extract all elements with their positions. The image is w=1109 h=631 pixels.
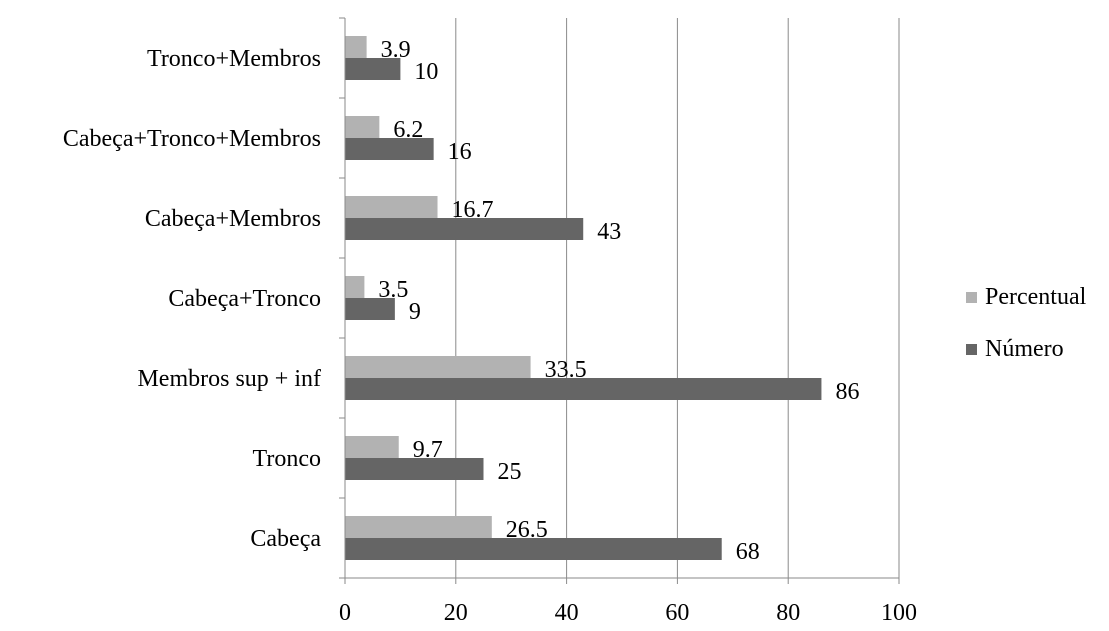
category-label-3: Cabeça+Tronco xyxy=(168,286,321,312)
category-label-4: Membros sup + inf xyxy=(137,366,321,392)
category-label-2: Cabeça+Membros xyxy=(145,206,321,232)
bar-percentual-0 xyxy=(345,36,367,58)
bars xyxy=(345,36,822,560)
data-label-percentual-5: 9.7 xyxy=(413,437,443,463)
axes xyxy=(339,17,900,584)
legend-swatch-1 xyxy=(966,344,977,355)
bar-percentual-1 xyxy=(345,116,380,138)
x-tick-label-1: 20 xyxy=(444,600,468,626)
x-tick-label-0: 0 xyxy=(339,600,351,626)
data-label-percentual-4: 33.5 xyxy=(545,357,587,383)
x-tick-label-4: 80 xyxy=(776,600,800,626)
bar-numero-1 xyxy=(345,138,434,160)
legend-label-0: Percentual xyxy=(985,284,1087,310)
gridlines xyxy=(455,18,900,578)
bar-percentual-6 xyxy=(345,516,492,538)
x-tick-labels: 0 20 40 60 80 100 xyxy=(339,600,917,626)
bar-numero-5 xyxy=(345,458,484,480)
bar-percentual-3 xyxy=(345,276,365,298)
data-labels: 3.910 6.2 16 16.7 43 3.59 33.5 86 9.7 25 26.5 68 xyxy=(378,37,859,565)
x-tick-label-2: 40 xyxy=(555,600,579,626)
data-label-percentual-2: 16.7 xyxy=(452,197,494,223)
data-label-percentual-6: 26.5 xyxy=(506,517,548,543)
data-label-numero-5: 25 xyxy=(498,459,522,485)
category-label-1: Cabeça+Tronco+Membros xyxy=(63,126,321,152)
bar-numero-6 xyxy=(345,538,722,560)
data-label-percentual-1: 6.2 xyxy=(393,117,423,143)
bar-numero-4 xyxy=(345,378,822,400)
data-label-numero-4: 86 xyxy=(835,379,859,405)
data-label-numero-2: 43 xyxy=(597,219,621,245)
legend-swatch-0 xyxy=(966,292,977,303)
x-tick-label-3: 60 xyxy=(665,600,689,626)
legend-label-1: Número xyxy=(985,336,1064,362)
x-tick-label-5: 100 xyxy=(881,600,917,626)
legend: Percentual Número xyxy=(966,284,1087,362)
data-label-numero-0: 10 xyxy=(414,59,438,85)
data-label-percentual-3: 3.5 xyxy=(378,277,408,303)
category-label-6: Cabeça xyxy=(250,526,321,552)
bar-percentual-2 xyxy=(345,196,438,218)
data-label-numero-6: 68 xyxy=(736,539,760,565)
data-label-percentual-0: 3.9 xyxy=(381,37,411,63)
bar-numero-2 xyxy=(345,218,584,240)
bar-percentual-4 xyxy=(345,356,531,378)
bar-percentual-5 xyxy=(345,436,399,458)
category-labels: Tronco+Membros Cabeça+Tronco+Membros Cabeç… xyxy=(63,46,321,552)
category-label-5: Tronco xyxy=(253,446,321,472)
data-label-numero-1: 16 xyxy=(448,139,472,165)
data-label-numero-3: 9 xyxy=(409,299,421,325)
bar-numero-3 xyxy=(345,298,395,320)
bar-numero-0 xyxy=(345,58,401,80)
category-label-0: Tronco+Membros xyxy=(147,46,321,72)
